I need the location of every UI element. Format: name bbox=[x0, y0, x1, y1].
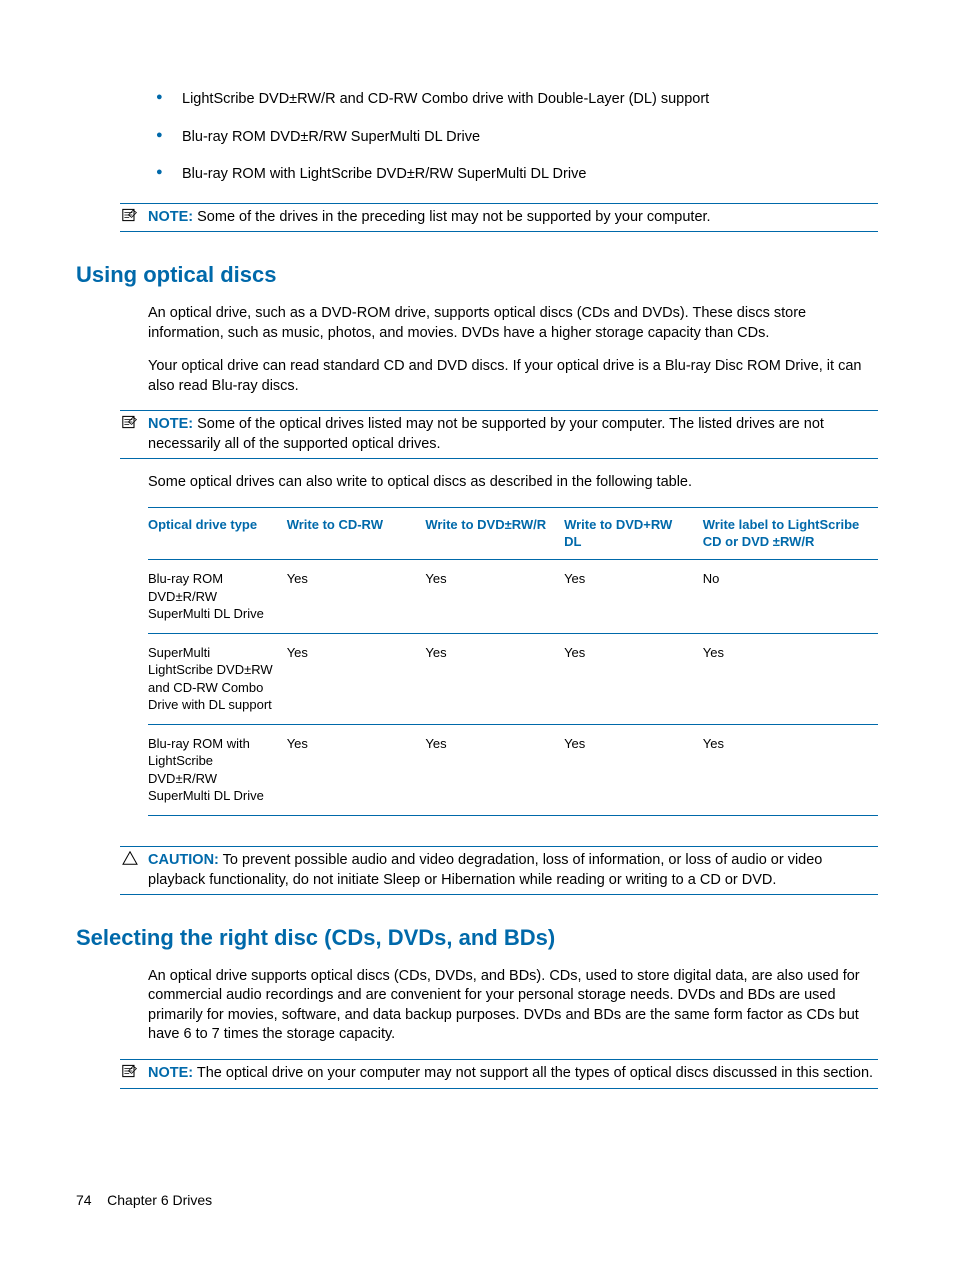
table-cell: Yes bbox=[564, 633, 703, 724]
paragraph: An optical drive, such as a DVD-ROM driv… bbox=[148, 304, 878, 343]
note-text: Some of the optical drives listed may no… bbox=[148, 416, 824, 452]
page-content: LightScribe DVD±RW/R and CD-RW Combo dri… bbox=[148, 90, 878, 232]
table-cell: Yes bbox=[287, 559, 426, 633]
table-header: Write to DVD+RW DL bbox=[564, 507, 703, 559]
table-cell: Blu-ray ROM DVD±R/RW SuperMulti DL Drive bbox=[148, 559, 287, 633]
note-callout: NOTE: Some of the drives in the precedin… bbox=[120, 203, 878, 233]
table-cell: Yes bbox=[564, 559, 703, 633]
note-label: NOTE: bbox=[148, 1065, 193, 1081]
table-cell: Yes bbox=[287, 633, 426, 724]
optical-drive-table: Optical drive type Write to CD-RW Write … bbox=[148, 507, 878, 816]
table-cell: SuperMulti LightScribe DVD±RW and CD-RW … bbox=[148, 633, 287, 724]
section-body: An optical drive, such as a DVD-ROM driv… bbox=[148, 304, 878, 895]
table-cell: Yes bbox=[287, 724, 426, 815]
note-label: NOTE: bbox=[148, 209, 193, 225]
table-cell: No bbox=[703, 559, 878, 633]
paragraph: Your optical drive can read standard CD … bbox=[148, 357, 878, 396]
note-callout: NOTE: The optical drive on your computer… bbox=[120, 1059, 878, 1089]
table-row: Blu-ray ROM DVD±R/RW SuperMulti DL Drive… bbox=[148, 559, 878, 633]
caution-text: To prevent possible audio and video degr… bbox=[148, 852, 822, 888]
table-header: Write label to LightScribe CD or DVD ±RW… bbox=[703, 507, 878, 559]
table-cell: Yes bbox=[703, 633, 878, 724]
paragraph: An optical drive supports optical discs … bbox=[148, 967, 878, 1045]
note-icon bbox=[120, 415, 140, 436]
paragraph: Some optical drives can also write to op… bbox=[148, 473, 878, 493]
table-cell: Yes bbox=[425, 633, 564, 724]
list-item: Blu-ray ROM DVD±R/RW SuperMulti DL Drive bbox=[148, 128, 878, 148]
caution-icon bbox=[120, 851, 140, 872]
table-cell: Yes bbox=[564, 724, 703, 815]
section-heading-using-optical-discs: Using optical discs bbox=[76, 260, 878, 290]
note-callout: NOTE: Some of the optical drives listed … bbox=[120, 410, 878, 459]
note-icon bbox=[120, 208, 140, 229]
note-text: The optical drive on your computer may n… bbox=[197, 1065, 873, 1081]
caution-label: CAUTION: bbox=[148, 852, 219, 868]
table-cell: Yes bbox=[425, 724, 564, 815]
note-icon bbox=[120, 1064, 140, 1085]
table-cell: Yes bbox=[703, 724, 878, 815]
table-row: Blu-ray ROM with LightScribe DVD±R/RW Su… bbox=[148, 724, 878, 815]
table-row: SuperMulti LightScribe DVD±RW and CD-RW … bbox=[148, 633, 878, 724]
page-number: 74 bbox=[76, 1192, 92, 1208]
table-header: Write to CD-RW bbox=[287, 507, 426, 559]
note-text: Some of the drives in the preceding list… bbox=[197, 209, 710, 225]
page-footer: 74 Chapter 6 Drives bbox=[76, 1191, 212, 1210]
section-heading-selecting-right-disc: Selecting the right disc (CDs, DVDs, and… bbox=[76, 923, 878, 953]
table-header: Write to DVD±RW/R bbox=[425, 507, 564, 559]
table-cell: Blu-ray ROM with LightScribe DVD±R/RW Su… bbox=[148, 724, 287, 815]
table-header-row: Optical drive type Write to CD-RW Write … bbox=[148, 507, 878, 559]
note-label: NOTE: bbox=[148, 416, 193, 432]
drive-bullet-list: LightScribe DVD±RW/R and CD-RW Combo dri… bbox=[148, 90, 878, 185]
section-body: An optical drive supports optical discs … bbox=[148, 967, 878, 1089]
caution-callout: CAUTION: To prevent possible audio and v… bbox=[120, 846, 878, 895]
list-item: LightScribe DVD±RW/R and CD-RW Combo dri… bbox=[148, 90, 878, 110]
list-item: Blu-ray ROM with LightScribe DVD±R/RW Su… bbox=[148, 165, 878, 185]
table-cell: Yes bbox=[425, 559, 564, 633]
chapter-label: Chapter 6 Drives bbox=[107, 1192, 212, 1208]
table-header: Optical drive type bbox=[148, 507, 287, 559]
